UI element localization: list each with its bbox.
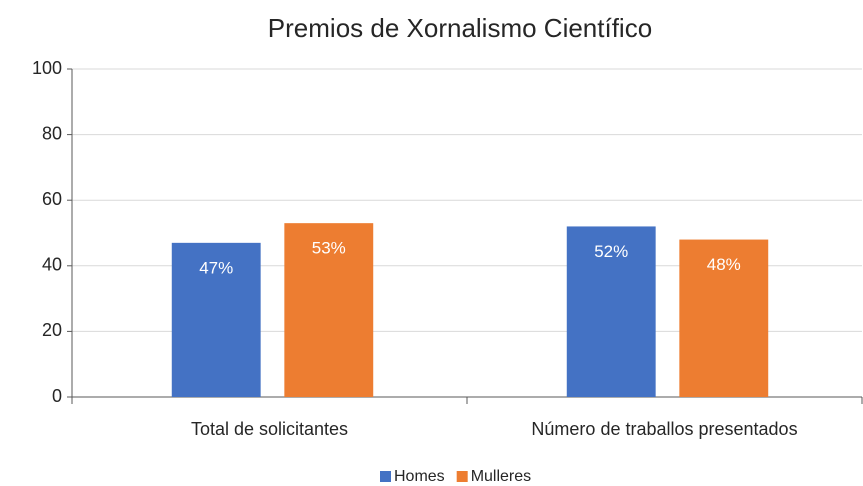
y-tick-label: 0 (52, 386, 62, 406)
value-label: 52% (594, 242, 628, 261)
legend-label: Homes (394, 468, 445, 485)
y-tick-label: 80 (42, 123, 62, 143)
bar (566, 226, 656, 397)
value-label: 47% (199, 258, 233, 277)
value-label: 53% (312, 239, 346, 258)
value-label: 48% (707, 255, 741, 274)
bar (171, 242, 261, 397)
chart-title: Premios de Xornalismo Científico (268, 13, 652, 43)
x-tick-label: Número de traballos presentados (531, 419, 797, 439)
y-tick-label: 100 (32, 58, 62, 78)
y-tick-label: 40 (42, 255, 62, 275)
legend-swatch (380, 471, 391, 482)
legend-label: Mulleres (471, 468, 531, 485)
legend-swatch (456, 471, 468, 482)
bar (284, 223, 374, 397)
y-tick-label: 60 (42, 189, 62, 209)
bar (679, 239, 769, 397)
x-tick-label: Total de solicitantes (191, 419, 348, 439)
y-tick-label: 20 (42, 320, 62, 340)
